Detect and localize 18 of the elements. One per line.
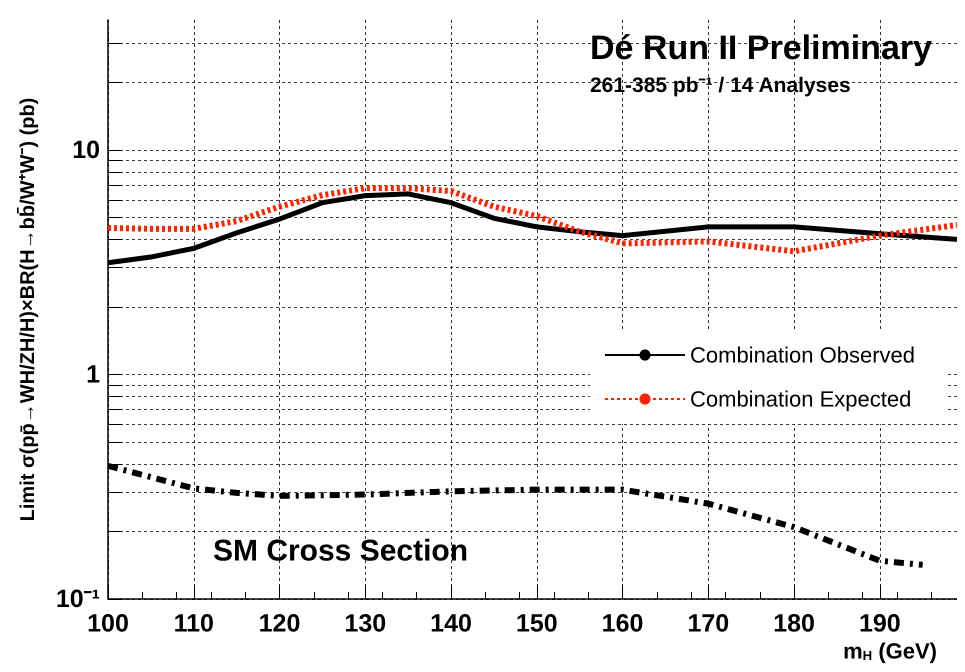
annotation: SM Cross Section <box>213 534 468 568</box>
legend-label: Combination Expected <box>690 386 912 412</box>
y-tick-label: 1 <box>86 360 100 389</box>
x-tick-label: 140 <box>430 610 472 638</box>
y-tick-label: 10 <box>72 136 100 164</box>
chart-title: Dé Run II Preliminary <box>590 29 932 67</box>
y-axis-title: Limit σ(pp̄→WH/ZH/H)×BR(H→bb̄/W⁺W⁻) (pb) <box>16 98 39 522</box>
x-axis-title: mH (GeV) <box>843 638 938 664</box>
x-tick-label: 170 <box>687 610 730 638</box>
x-tick-label: 160 <box>602 610 644 638</box>
x-tick-label: 120 <box>258 610 300 638</box>
x-tick-label: 150 <box>516 610 558 638</box>
x-tick-label: 180 <box>773 610 815 638</box>
x-tick-label: 190 <box>858 610 901 638</box>
legend-label: Combination Observed <box>690 342 916 368</box>
x-tick-label: 130 <box>344 610 386 638</box>
x-tick-label: 110 <box>174 610 214 638</box>
text: 261-385 pb⁻¹ / 14 Analyses <box>590 74 851 97</box>
